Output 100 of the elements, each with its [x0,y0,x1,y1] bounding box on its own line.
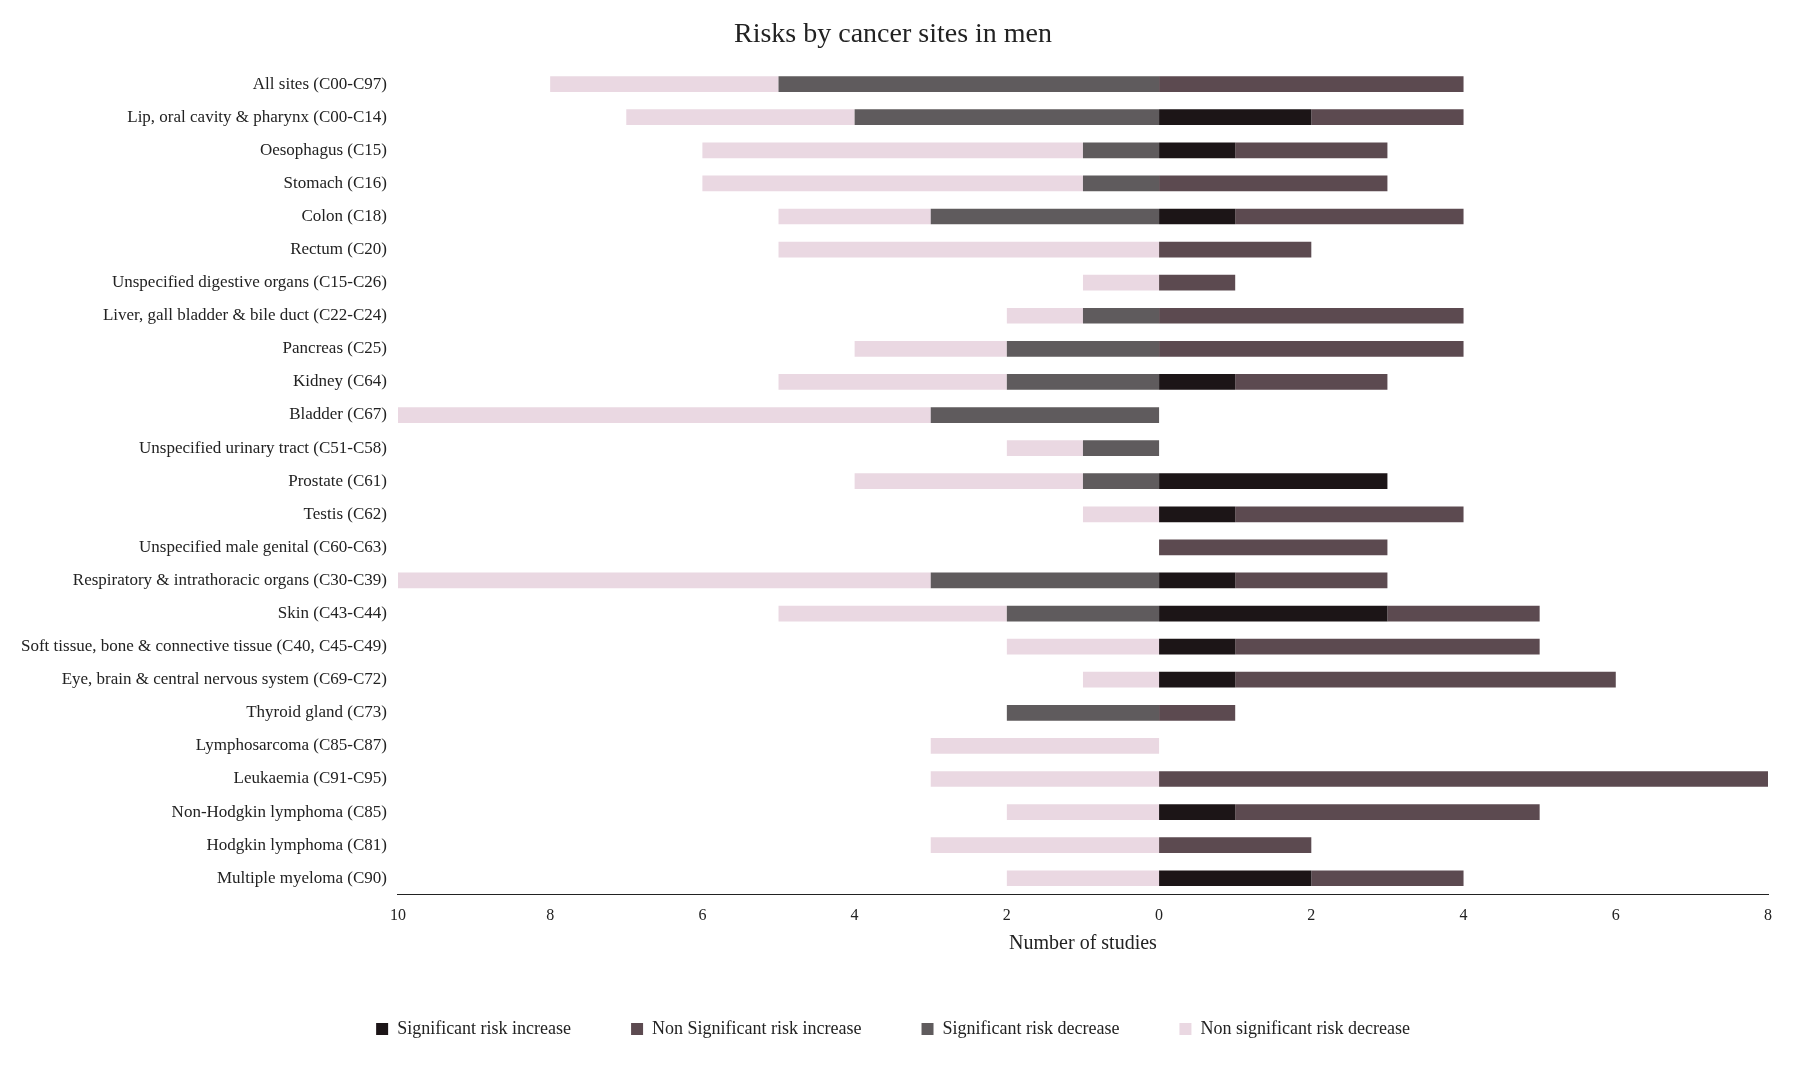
bar [397,572,931,589]
bar [1159,374,1236,390]
y-tick-label: Thyroid gland (C73) [246,702,387,722]
bar [778,374,1007,390]
bar [1311,870,1464,887]
bar [1082,671,1160,688]
y-tick-label: Colon (C18) [301,205,387,225]
x-tick-label: 2 [1002,905,1011,923]
bar [1159,142,1236,159]
x-tick-label: 6 [698,905,707,923]
bar [1159,307,1464,324]
bar [778,208,931,225]
bar [1235,638,1540,655]
bar [1159,605,1388,622]
bar [1159,572,1236,589]
bar [1235,142,1388,159]
bar [1159,340,1464,357]
bar [702,175,1083,192]
bar [1235,804,1540,820]
bar [1159,671,1236,688]
bar [1006,440,1083,456]
bar [1235,208,1464,225]
bar [1082,307,1160,324]
y-tick-label: Soft tissue, bone & connective tissue (C40, C45-C49) [20,636,387,656]
bar [778,605,1007,622]
y-tick-label: Unspecified urinary tract (C51-C58) [139,437,387,457]
x-tick-label: 0 [1155,905,1164,923]
bar [1082,506,1160,523]
x-tick-label: 10 [389,905,406,923]
y-tick-label: Skin (C43-C44) [277,603,387,623]
bar [854,340,1007,357]
bar [1235,671,1616,688]
legend-label: Non significant risk decrease [1200,1017,1410,1038]
legend-label: Non Significant risk increase [652,1017,862,1038]
y-tick-label: Lymphosarcoma (C85-C87) [195,735,387,755]
y-tick-label: Respiratory & intrathoracic organs (C30-C39) [72,569,387,589]
bar [1159,241,1312,258]
bar [1082,440,1160,456]
x-tick-label: 2 [1307,905,1316,923]
x-tick-label: 8 [546,905,555,923]
y-tick-label: Oesophagus (C15) [259,139,387,159]
bar [1159,208,1236,225]
y-tick-label: All sites (C00-C97) [252,73,387,93]
bar [1006,340,1160,357]
bar [1311,109,1464,126]
bar [1006,704,1160,721]
y-tick-label: Eye, brain & central nervous system (C69-C72) [61,669,387,689]
bar [1082,274,1160,291]
y-tick-label: Non-Hodgkin lymphoma (C85) [171,801,387,821]
bar [1159,109,1312,126]
y-tick-label: Unspecified digestive organs (C15-C26) [111,272,387,292]
bar [778,241,1160,258]
bar [930,771,1160,787]
bar [1082,142,1160,159]
bar [1159,704,1236,721]
x-tick-label: 8 [1764,905,1772,923]
bar [854,473,1083,490]
bar [1235,572,1388,589]
y-tick-label: Lip, oral cavity & pharynx (C00-C14) [127,106,387,126]
bar [930,208,1160,225]
legend-label: Significant risk increase [397,1017,572,1038]
y-tick-label: Hodgkin lymphoma (C81) [206,834,387,854]
y-tick-label: Testis (C62) [303,503,387,523]
bar [397,407,931,423]
y-tick-label: Multiple myeloma (C90) [216,867,387,887]
bar [1235,506,1464,523]
bar [1006,307,1083,324]
bar [1082,473,1160,490]
bar [854,109,1160,126]
bar [1159,274,1236,291]
bar [930,572,1160,589]
bar [1159,804,1236,820]
bar [1006,870,1160,887]
bar [1159,473,1388,490]
bar [1159,539,1388,556]
y-tick-label: Unspecified male genital (C60-C63) [139,536,387,556]
y-tick-label: Kidney (C64) [292,371,387,391]
y-tick-label: Rectum (C20) [290,239,387,259]
y-tick-label: Leukaemia (C91-C95) [233,768,387,788]
bar [702,142,1083,159]
bar [626,109,855,126]
bar [1159,771,1768,787]
y-tick-label: Prostate (C61) [288,470,387,490]
chart-title: Risks by cancer sites in men [733,17,1053,49]
x-tick-label: 6 [1611,905,1620,923]
bar [1006,638,1160,655]
bar [1159,837,1312,854]
bar [778,76,1160,92]
bar [1006,374,1160,390]
bar [1159,870,1312,887]
y-tick-label: Pancreas (C25) [282,338,387,358]
bar [1387,605,1540,622]
bar [930,837,1160,854]
bar [550,76,779,92]
bar [1159,76,1464,92]
bar [1082,175,1160,192]
bar [1159,506,1236,523]
x-axis-title: Number of studies [1009,931,1158,954]
x-tick-label: 4 [850,905,859,923]
bar [1006,605,1160,622]
